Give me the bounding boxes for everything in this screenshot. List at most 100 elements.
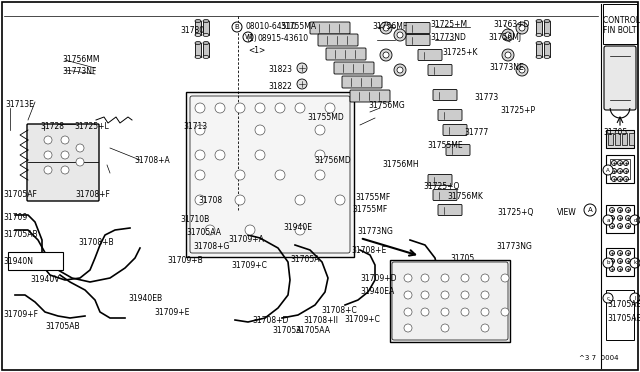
Text: 31940N: 31940N bbox=[3, 257, 33, 266]
FancyBboxPatch shape bbox=[318, 34, 358, 46]
Text: 31773ND: 31773ND bbox=[430, 33, 466, 42]
Circle shape bbox=[235, 103, 245, 113]
FancyBboxPatch shape bbox=[406, 35, 430, 45]
Circle shape bbox=[383, 25, 389, 31]
Bar bbox=[186, 92, 354, 257]
Bar bbox=[606, 205, 634, 233]
Text: 31756MK: 31756MK bbox=[447, 192, 483, 201]
Circle shape bbox=[195, 195, 205, 205]
Text: d: d bbox=[633, 218, 637, 222]
Circle shape bbox=[618, 169, 623, 173]
Circle shape bbox=[603, 258, 613, 268]
Circle shape bbox=[519, 67, 525, 73]
Bar bbox=[544, 43, 550, 57]
Ellipse shape bbox=[544, 55, 550, 58]
Text: k: k bbox=[634, 260, 637, 266]
Circle shape bbox=[481, 274, 489, 282]
Circle shape bbox=[630, 215, 640, 225]
FancyBboxPatch shape bbox=[433, 189, 457, 201]
Circle shape bbox=[421, 274, 429, 282]
FancyBboxPatch shape bbox=[326, 48, 366, 60]
Ellipse shape bbox=[536, 33, 542, 36]
Text: 31705A: 31705A bbox=[272, 326, 301, 335]
Text: 31708+C: 31708+C bbox=[321, 306, 356, 315]
Ellipse shape bbox=[544, 33, 550, 36]
Text: 31708+II: 31708+II bbox=[303, 316, 338, 325]
Text: 31709+E: 31709+E bbox=[154, 308, 189, 317]
Circle shape bbox=[195, 170, 205, 180]
Bar bbox=[390, 260, 510, 342]
Ellipse shape bbox=[195, 33, 201, 36]
FancyBboxPatch shape bbox=[604, 46, 636, 110]
Text: 31708+F: 31708+F bbox=[75, 190, 110, 199]
Text: 31756MF: 31756MF bbox=[372, 22, 407, 31]
Circle shape bbox=[618, 215, 623, 221]
Bar bbox=[8, 252, 63, 270]
Circle shape bbox=[297, 63, 307, 73]
Text: 31705A: 31705A bbox=[290, 255, 319, 264]
Circle shape bbox=[205, 225, 215, 235]
Text: 31823: 31823 bbox=[268, 65, 292, 74]
Circle shape bbox=[441, 291, 449, 299]
Circle shape bbox=[380, 49, 392, 61]
Text: 31777: 31777 bbox=[464, 128, 488, 137]
Circle shape bbox=[295, 103, 305, 113]
Text: 31709: 31709 bbox=[3, 213, 28, 222]
Circle shape bbox=[61, 166, 69, 174]
Circle shape bbox=[325, 103, 335, 113]
Ellipse shape bbox=[203, 19, 209, 22]
Circle shape bbox=[481, 308, 489, 316]
Circle shape bbox=[61, 151, 69, 159]
Bar bbox=[622, 133, 627, 145]
Circle shape bbox=[501, 308, 509, 316]
Circle shape bbox=[609, 259, 614, 263]
Circle shape bbox=[404, 274, 412, 282]
Text: 31822: 31822 bbox=[268, 82, 292, 91]
Circle shape bbox=[625, 250, 630, 256]
Ellipse shape bbox=[544, 19, 550, 22]
Circle shape bbox=[44, 166, 52, 174]
Text: 31713: 31713 bbox=[183, 122, 207, 131]
Text: 31709+C: 31709+C bbox=[231, 261, 267, 270]
Circle shape bbox=[618, 259, 623, 263]
Text: 31755MD: 31755MD bbox=[307, 113, 344, 122]
Text: 31756MJ: 31756MJ bbox=[488, 33, 521, 42]
Circle shape bbox=[609, 250, 614, 256]
Bar bbox=[195, 43, 201, 57]
Ellipse shape bbox=[195, 55, 201, 58]
Text: 31708+B: 31708+B bbox=[78, 238, 114, 247]
FancyBboxPatch shape bbox=[606, 130, 634, 148]
Text: 31773NF: 31773NF bbox=[62, 67, 97, 76]
Ellipse shape bbox=[536, 42, 542, 45]
Text: 31940EB: 31940EB bbox=[128, 294, 162, 303]
Text: 31708: 31708 bbox=[198, 196, 222, 205]
Circle shape bbox=[625, 224, 630, 228]
Ellipse shape bbox=[195, 42, 201, 45]
Bar bbox=[608, 133, 613, 145]
Circle shape bbox=[404, 308, 412, 316]
Text: 31705AB: 31705AB bbox=[45, 322, 79, 331]
Text: 31773NG: 31773NG bbox=[496, 242, 532, 251]
Circle shape bbox=[215, 103, 225, 113]
Circle shape bbox=[618, 266, 623, 272]
Circle shape bbox=[630, 293, 640, 303]
Circle shape bbox=[232, 22, 242, 32]
Bar bbox=[536, 21, 542, 35]
Circle shape bbox=[461, 291, 469, 299]
Circle shape bbox=[215, 150, 225, 160]
Circle shape bbox=[441, 274, 449, 282]
Ellipse shape bbox=[536, 55, 542, 58]
FancyBboxPatch shape bbox=[433, 90, 457, 100]
Text: 31773NG: 31773NG bbox=[357, 227, 393, 236]
Circle shape bbox=[603, 165, 613, 175]
Circle shape bbox=[519, 25, 525, 31]
Text: 31725+Q: 31725+Q bbox=[423, 182, 460, 191]
Text: 31780: 31780 bbox=[180, 26, 204, 35]
Text: 31940EA: 31940EA bbox=[360, 287, 394, 296]
Circle shape bbox=[44, 136, 52, 144]
Circle shape bbox=[623, 160, 628, 166]
FancyBboxPatch shape bbox=[438, 205, 462, 215]
Circle shape bbox=[461, 274, 469, 282]
FancyBboxPatch shape bbox=[27, 124, 99, 201]
Circle shape bbox=[297, 79, 307, 89]
